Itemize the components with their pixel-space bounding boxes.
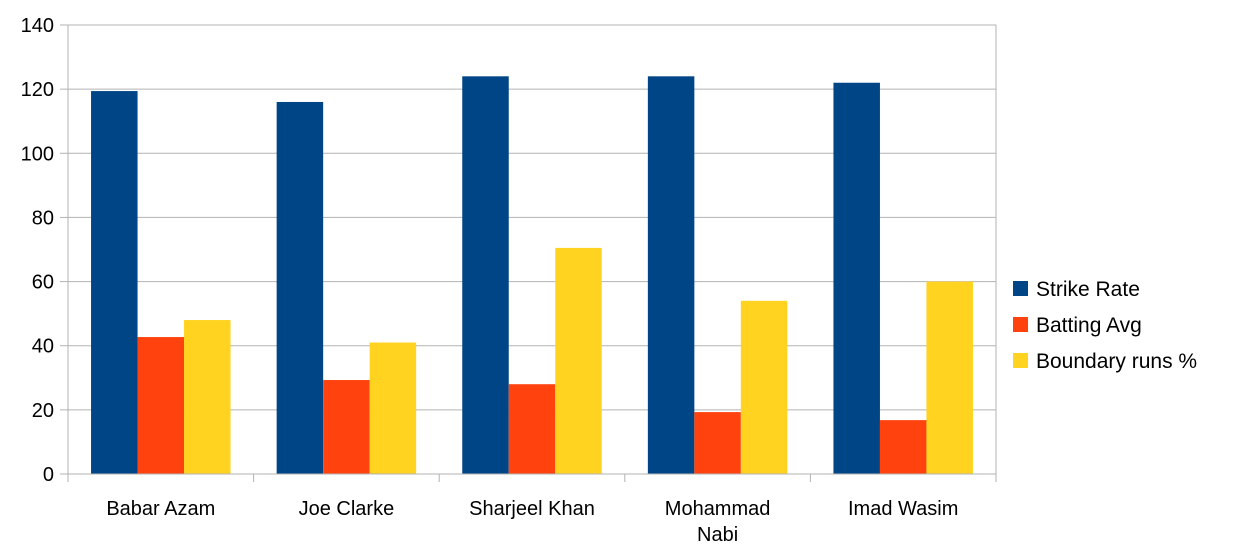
y-tick-label: 20 — [32, 400, 54, 422]
x-tick-label-line: Babar Azam — [106, 498, 215, 520]
x-tick-label-line: Mohammad — [665, 498, 771, 520]
x-tick-label-line: Nabi — [697, 524, 738, 546]
legend: Strike Rate Batting Avg Boundary runs % — [1013, 278, 1197, 373]
bar-boundary-runs — [926, 281, 973, 474]
y-tick-label: 140 — [21, 15, 54, 37]
y-tick-label: 40 — [32, 336, 54, 358]
legend-swatch — [1013, 353, 1028, 368]
legend-swatch — [1013, 281, 1028, 296]
x-tick-label: Mohammad Nabi — [665, 498, 771, 546]
x-tick-label-line: Sharjeel Khan — [469, 498, 595, 520]
bar-boundary-runs — [369, 342, 417, 474]
y-tick-label: 0 — [43, 464, 54, 486]
x-tick-label-line: Imad Wasim — [848, 498, 958, 520]
legend-swatch — [1013, 317, 1028, 332]
y-tick-label: 100 — [21, 143, 54, 165]
legend-label: Strike Rate — [1036, 278, 1140, 301]
x-tick-label: Imad Wasim — [848, 498, 958, 520]
bar-batting-avg — [508, 384, 556, 474]
x-axis-tick-labels: Babar Azam Joe Clarke Sharjeel Khan Mohamma… — [106, 498, 958, 546]
bar-strike-rate — [833, 82, 880, 474]
bar-boundary-runs — [555, 247, 602, 474]
bar-batting-avg — [879, 420, 927, 474]
bar-batting-avg — [694, 412, 741, 474]
x-tick-label: Sharjeel Khan — [469, 498, 595, 520]
bars — [91, 76, 973, 475]
bar-strike-rate — [91, 91, 138, 475]
bar-strike-rate — [462, 76, 509, 475]
y-tick-label: 120 — [21, 79, 54, 101]
bar-strike-rate — [276, 101, 324, 474]
bar-strike-rate — [647, 76, 695, 475]
legend-label: Batting Avg — [1036, 314, 1142, 337]
y-axis-tick-labels: 0 20 40 60 80 100 120 140 — [21, 15, 54, 486]
bar-boundary-runs — [184, 320, 231, 474]
axes — [60, 24, 997, 482]
bar-batting-avg — [323, 380, 370, 474]
bar-batting-avg — [137, 337, 185, 474]
x-tick-label: Joe Clarke — [299, 498, 395, 520]
y-tick-label: 80 — [32, 207, 54, 229]
x-tick-label-line: Joe Clarke — [299, 498, 395, 520]
y-tick-label: 60 — [32, 272, 54, 294]
bar-boundary-runs — [740, 300, 788, 474]
x-tick-label: Babar Azam — [106, 498, 215, 520]
legend-label: Boundary runs % — [1036, 350, 1197, 373]
